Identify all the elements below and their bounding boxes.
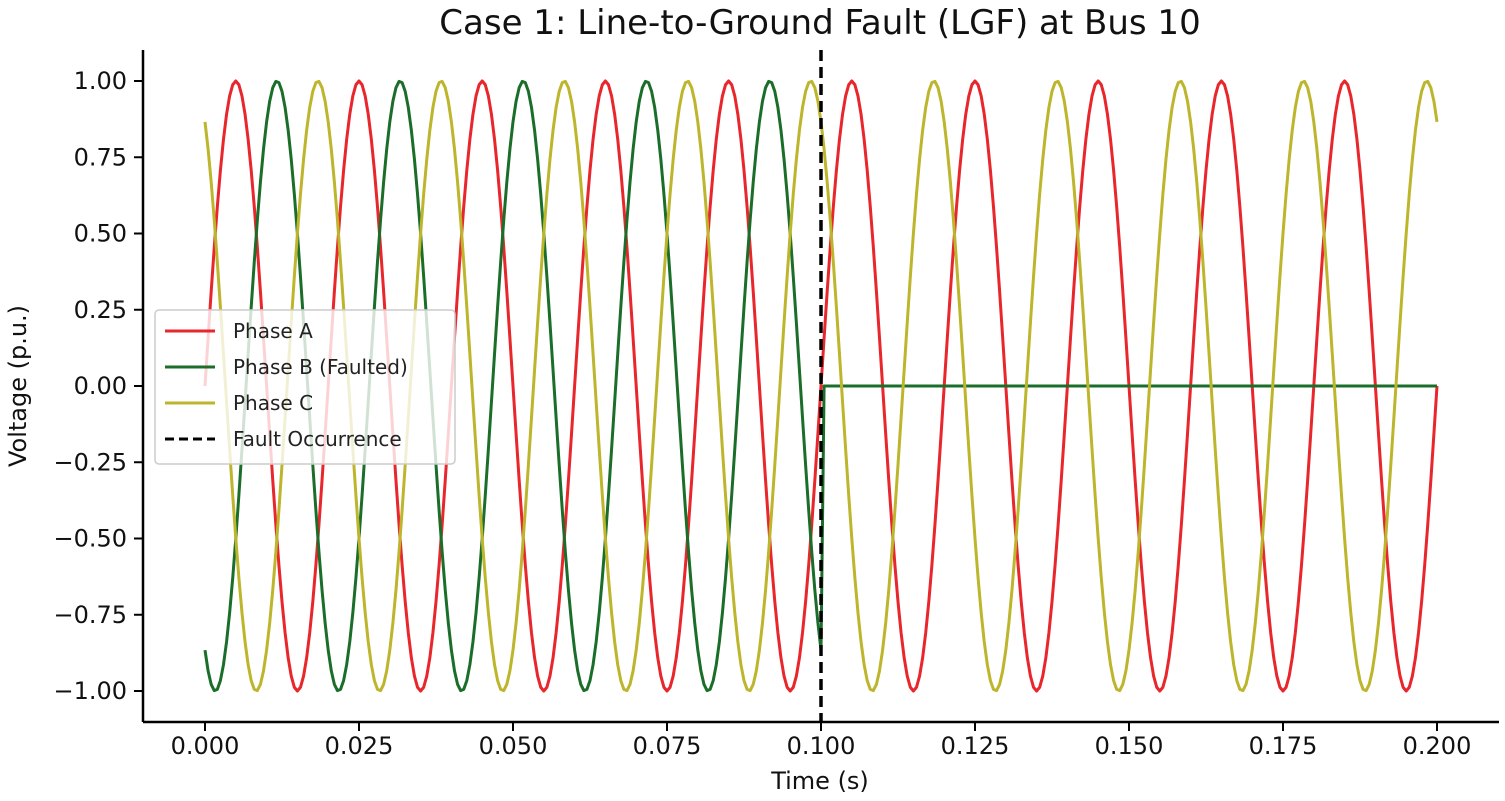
x-tick-label: 0.075 [633, 732, 702, 760]
x-axis-ticks: 0.000 0.025 0.050 0.075 0.100 0.125 0.150 0.175… [171, 722, 1472, 760]
x-axis-label: Time (s) [770, 767, 869, 795]
y-tick-label: −0.50 [53, 525, 127, 553]
y-tick-label: 0.50 [74, 220, 127, 248]
y-tick-label: 0.75 [74, 143, 127, 171]
y-axis-ticks: −1.00 −0.75 −0.50 −0.25 0.00 0.25 0.50 0.75 1.00 [53, 67, 143, 705]
x-tick-label: 0.025 [325, 732, 394, 760]
x-tick-label: 0.150 [1095, 732, 1164, 760]
legend-frame [154, 309, 456, 465]
y-tick-label: 0.00 [74, 372, 127, 400]
y-tick-label: −0.25 [53, 448, 127, 476]
x-tick-label: 0.100 [787, 732, 856, 760]
legend-label-fault: Fault Occurrence [233, 427, 402, 451]
x-tick-label: 0.175 [1249, 732, 1318, 760]
legend-label-phase-a: Phase A [233, 319, 313, 343]
x-tick-label: 0.050 [479, 732, 548, 760]
x-tick-label: 0.200 [1403, 732, 1472, 760]
legend: Phase A Phase B (Faulted) Phase C Fault … [154, 309, 456, 465]
chart-title: Case 1: Line-to-Ground Fault (LGF) at Bu… [439, 3, 1200, 43]
y-tick-label: −1.00 [53, 677, 127, 705]
legend-label-phase-c: Phase C [233, 391, 313, 415]
y-axis-label: Voltage (p.u.) [4, 305, 32, 467]
series-line-phase-a [203, 79, 1439, 693]
y-tick-label: 0.25 [74, 296, 127, 324]
y-tick-label: 1.00 [74, 67, 127, 95]
y-tick-label: −0.75 [53, 601, 127, 629]
legend-label-phase-b: Phase B (Faulted) [233, 355, 408, 379]
x-tick-label: 0.000 [171, 732, 240, 760]
x-tick-label: 0.125 [941, 732, 1010, 760]
